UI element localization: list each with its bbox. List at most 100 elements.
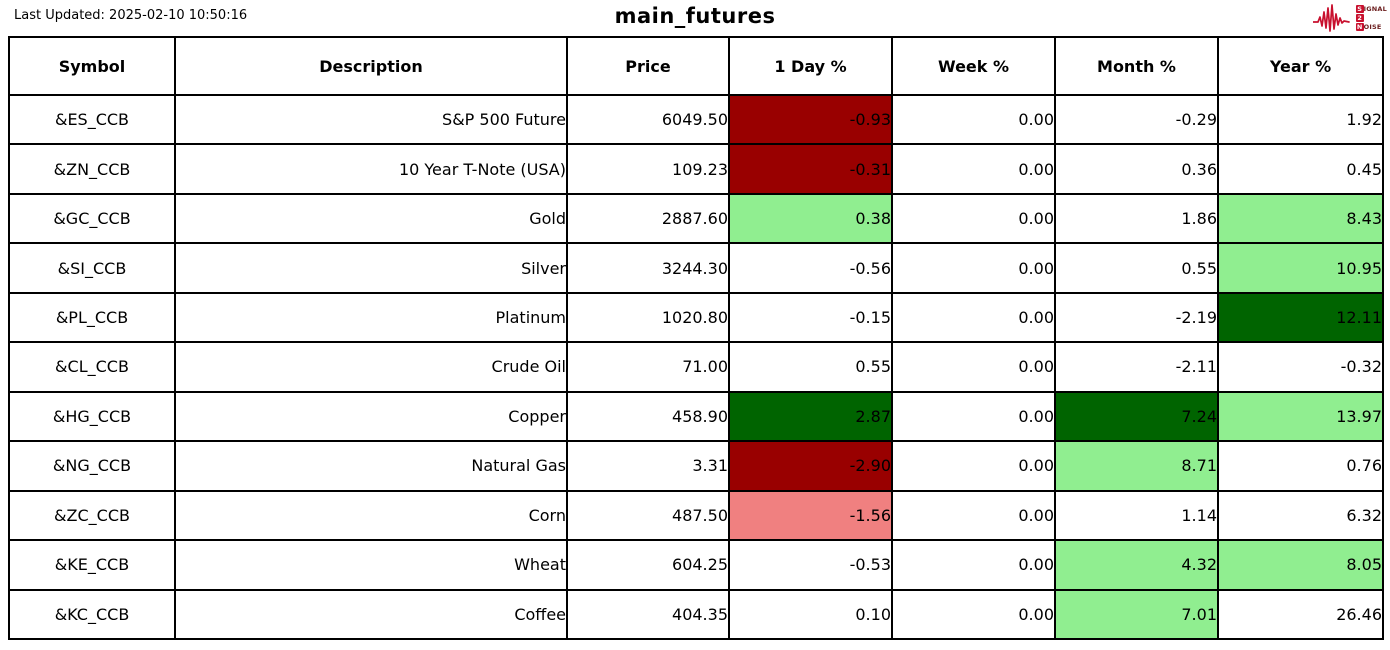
- cell-description: Silver: [174, 242, 568, 294]
- header-row: Symbol Description Price 1 Day % Week % Month…: [8, 36, 1384, 96]
- cell-day_pct: 0.38: [728, 192, 893, 245]
- ecg-waveform-icon: [1312, 4, 1350, 32]
- logo-line-noise: N OISE: [1355, 23, 1387, 31]
- cell-week_pct: 0.00: [891, 242, 1056, 294]
- cell-week_pct: 0.00: [891, 143, 1056, 195]
- cell-month_pct: 0.36: [1054, 143, 1219, 195]
- logo-badge-2: 2: [1355, 14, 1364, 22]
- table-row: &ZC_CCB Corn 487.50 -1.56 0.00 1.14 6.32: [8, 489, 1384, 542]
- cell-month_pct: -2.11: [1054, 341, 1219, 393]
- table-row: &KE_CCB Wheat 604.25 -0.53 0.00 4.32 8.05: [8, 539, 1384, 591]
- cell-month_pct: 1.14: [1054, 489, 1219, 542]
- cell-price: 6049.50: [566, 93, 730, 146]
- cell-year_pct: 13.97: [1217, 390, 1384, 443]
- cell-month_pct: 4.32: [1054, 539, 1219, 591]
- table-row: &PL_CCB Platinum 1020.80 -0.15 0.00 -2.19 12.1…: [8, 291, 1384, 344]
- cell-day_pct: 0.10: [728, 588, 893, 641]
- cell-month_pct: 0.55: [1054, 242, 1219, 294]
- cell-symbol: &NG_CCB: [8, 440, 176, 492]
- logo-badge-s: S: [1355, 5, 1364, 13]
- cell-week_pct: 0.00: [891, 489, 1056, 542]
- cell-week_pct: 0.00: [891, 390, 1056, 443]
- cell-week_pct: 0.00: [891, 341, 1056, 393]
- cell-symbol: &ZC_CCB: [8, 489, 176, 542]
- cell-month_pct: -2.19: [1054, 291, 1219, 344]
- cell-symbol: &KC_CCB: [8, 588, 176, 641]
- cell-description: Natural Gas: [174, 440, 568, 492]
- cell-day_pct: -0.56: [728, 242, 893, 294]
- cell-month_pct: 7.24: [1054, 390, 1219, 443]
- table-body: &ES_CCB S&P 500 Future 6049.50 -0.93 0.00 -0.…: [8, 93, 1384, 641]
- futures-table: Symbol Description Price 1 Day % Week % Month…: [8, 36, 1384, 641]
- cell-year_pct: 8.05: [1217, 539, 1384, 591]
- ecg-line: [1312, 4, 1350, 32]
- cell-symbol: &SI_CCB: [8, 242, 176, 294]
- logo-line-signal: S IGNAL: [1355, 5, 1387, 13]
- cell-description: Coffee: [174, 588, 568, 641]
- logo-line-2: 2: [1355, 14, 1387, 22]
- cell-description: Gold: [174, 192, 568, 245]
- cell-year_pct: 12.11: [1217, 291, 1384, 344]
- cell-year_pct: -0.32: [1217, 341, 1384, 393]
- cell-symbol: &GC_CCB: [8, 192, 176, 245]
- cell-symbol: &ZN_CCB: [8, 143, 176, 195]
- cell-year_pct: 10.95: [1217, 242, 1384, 294]
- cell-price: 3244.30: [566, 242, 730, 294]
- cell-day_pct: -1.56: [728, 489, 893, 542]
- column-header-symbol: Symbol: [8, 36, 176, 96]
- cell-week_pct: 0.00: [891, 93, 1056, 146]
- logo-text: S IGNAL 2 N OISE: [1355, 5, 1387, 31]
- table-row: &ES_CCB S&P 500 Future 6049.50 -0.93 0.00 -0.…: [8, 93, 1384, 146]
- cell-price: 604.25: [566, 539, 730, 591]
- cell-price: 109.23: [566, 143, 730, 195]
- cell-year_pct: 0.76: [1217, 440, 1384, 492]
- cell-symbol: &CL_CCB: [8, 341, 176, 393]
- table-row: &NG_CCB Natural Gas 3.31 -2.90 0.00 8.71 0.76: [8, 440, 1384, 492]
- table-row: &CL_CCB Crude Oil 71.00 0.55 0.00 -2.11 -0.32: [8, 341, 1384, 393]
- column-header-day_pct: 1 Day %: [728, 36, 893, 96]
- cell-price: 1020.80: [566, 291, 730, 344]
- signal-2-noise-logo: S IGNAL 2 N OISE: [1312, 1, 1387, 35]
- logo-badge-n: N: [1355, 23, 1364, 31]
- cell-day_pct: -0.15: [728, 291, 893, 344]
- cell-year_pct: 6.32: [1217, 489, 1384, 542]
- cell-description: S&P 500 Future: [174, 93, 568, 146]
- table-row: &KC_CCB Coffee 404.35 0.10 0.00 7.01 26.46: [8, 588, 1384, 641]
- cell-month_pct: 8.71: [1054, 440, 1219, 492]
- column-header-year_pct: Year %: [1217, 36, 1384, 96]
- cell-month_pct: -0.29: [1054, 93, 1219, 146]
- cell-year_pct: 8.43: [1217, 192, 1384, 245]
- cell-day_pct: 2.87: [728, 390, 893, 443]
- column-header-price: Price: [566, 36, 730, 96]
- cell-description: Crude Oil: [174, 341, 568, 393]
- cell-price: 404.35: [566, 588, 730, 641]
- page-title: main_futures: [614, 4, 776, 28]
- cell-price: 3.31: [566, 440, 730, 492]
- cell-price: 458.90: [566, 390, 730, 443]
- cell-description: Copper: [174, 390, 568, 443]
- cell-month_pct: 7.01: [1054, 588, 1219, 641]
- cell-price: 71.00: [566, 341, 730, 393]
- column-header-description: Description: [174, 36, 568, 96]
- cell-description: 10 Year T-Note (USA): [174, 143, 568, 195]
- cell-week_pct: 0.00: [891, 539, 1056, 591]
- logo-rest-ignal: IGNAL: [1363, 5, 1387, 13]
- cell-year_pct: 1.92: [1217, 93, 1384, 146]
- cell-day_pct: -0.31: [728, 143, 893, 195]
- cell-day_pct: 0.55: [728, 341, 893, 393]
- cell-month_pct: 1.86: [1054, 192, 1219, 245]
- cell-price: 487.50: [566, 489, 730, 542]
- cell-symbol: &ES_CCB: [8, 93, 176, 146]
- cell-year_pct: 26.46: [1217, 588, 1384, 641]
- cell-symbol: &HG_CCB: [8, 390, 176, 443]
- logo-rest-oise: OISE: [1363, 23, 1382, 31]
- cell-day_pct: -0.93: [728, 93, 893, 146]
- column-header-month_pct: Month %: [1054, 36, 1219, 96]
- table-row: &GC_CCB Gold 2887.60 0.38 0.00 1.86 8.43: [8, 192, 1384, 245]
- cell-description: Corn: [174, 489, 568, 542]
- cell-symbol: &PL_CCB: [8, 291, 176, 344]
- table-row: &HG_CCB Copper 458.90 2.87 0.00 7.24 13.97: [8, 390, 1384, 443]
- cell-description: Platinum: [174, 291, 568, 344]
- cell-year_pct: 0.45: [1217, 143, 1384, 195]
- cell-description: Wheat: [174, 539, 568, 591]
